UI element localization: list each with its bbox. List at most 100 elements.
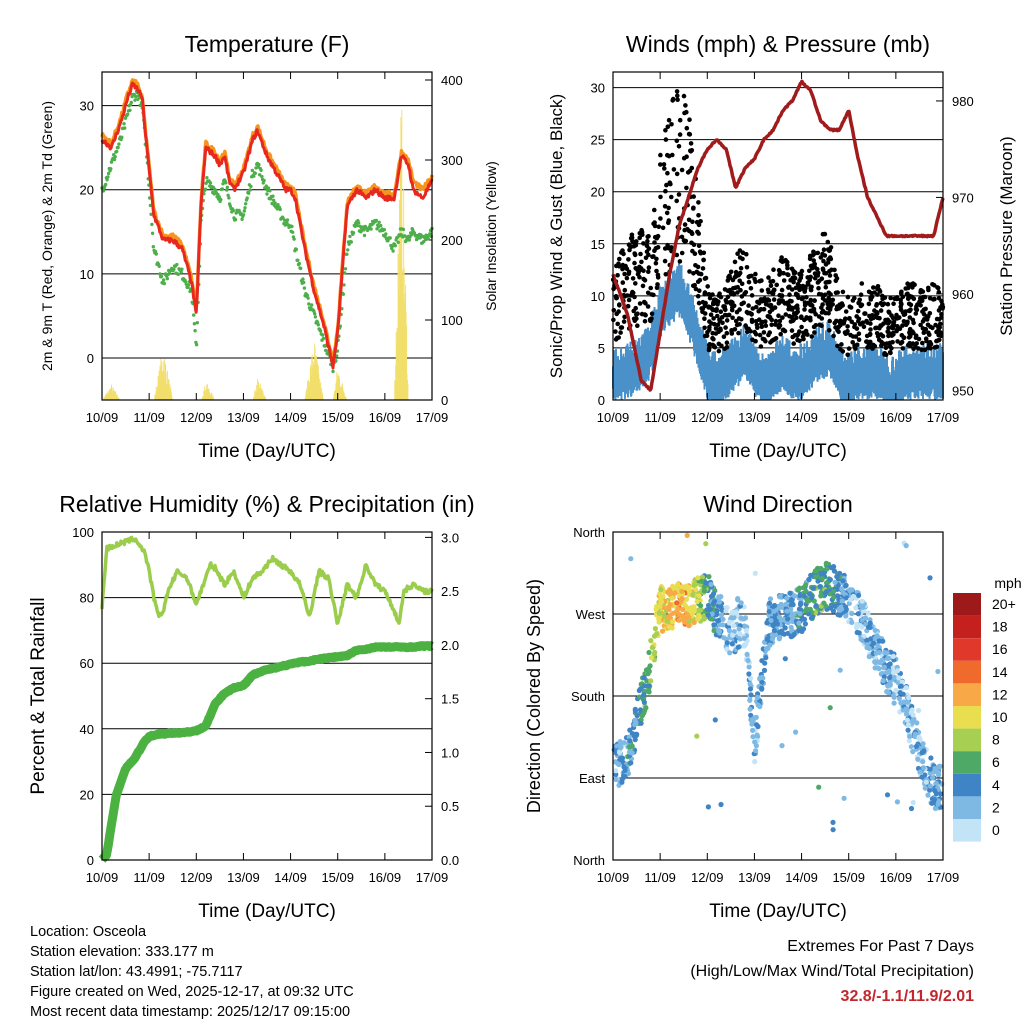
gust-point [826, 290, 832, 296]
humidity-y2tick-label: 0.0 [441, 853, 459, 868]
gust-point [681, 93, 687, 99]
gust-point [801, 336, 806, 342]
direction-point [618, 755, 624, 762]
direction-point [757, 703, 763, 710]
gust-point [716, 348, 722, 354]
temperature-xtick-label: 11/09 [133, 410, 165, 425]
legend-label: 4 [992, 777, 1000, 793]
gust-point [692, 282, 697, 288]
location-text: Location: Osceola [30, 924, 147, 940]
direction-point [898, 700, 904, 706]
direction-point [691, 582, 697, 588]
gust-point [930, 282, 935, 287]
gust-point [620, 262, 626, 268]
gust-point [924, 314, 930, 319]
direction-point [896, 695, 903, 702]
dewpoint-point [374, 218, 378, 223]
gust-point [705, 284, 710, 289]
humidity-xtick-label: 11/09 [133, 870, 165, 885]
direction-point [646, 683, 652, 689]
direction-point [626, 744, 633, 750]
gust-point [730, 305, 735, 310]
direction-point [701, 614, 707, 621]
gust-point [886, 329, 891, 335]
humidity-xtick-label: 14/09 [274, 870, 307, 885]
dewpoint-point [260, 174, 264, 179]
humidity-xtick-label: 13/09 [227, 870, 260, 885]
gust-point [828, 298, 834, 303]
direction-point [791, 593, 798, 599]
gust-point [614, 295, 619, 301]
direction-ytick-label: East [579, 771, 605, 786]
humidity-frame [101, 531, 433, 861]
gust-point [702, 316, 707, 322]
direction-point [705, 602, 712, 609]
direction-point [887, 680, 893, 686]
dewpoint-point [128, 108, 132, 113]
gust-point [696, 300, 702, 306]
gust-point [643, 255, 649, 261]
gust-point [797, 278, 802, 283]
gust-point [674, 89, 680, 94]
dewpoint-point [225, 185, 230, 189]
direction-point [837, 612, 843, 618]
direction-point [828, 565, 835, 571]
gust-point [815, 266, 820, 272]
speed-legend: mph 20+ 18 16 14 12 10 8 6 4 2 0 [953, 575, 1022, 842]
direction-point [724, 646, 730, 652]
gust-point [932, 296, 937, 302]
direction-point [815, 578, 821, 584]
direction-point [801, 593, 807, 599]
direction-point [906, 695, 912, 701]
gust-point [907, 315, 913, 320]
direction-point [809, 595, 815, 601]
gust-point [835, 343, 840, 349]
gust-point [839, 342, 844, 347]
direction-point [616, 749, 623, 756]
direction-point [887, 661, 893, 667]
gust-point [682, 238, 687, 244]
gust-point [885, 301, 891, 307]
gust-point [662, 204, 668, 209]
direction-point [855, 611, 861, 617]
direction-point [908, 805, 915, 812]
gust-point [758, 344, 764, 349]
direction-point [920, 741, 926, 747]
dewpoint-point [257, 162, 261, 167]
direction-point [887, 675, 893, 681]
winds-xtick-label: 17/09 [927, 410, 960, 425]
gust-point [777, 269, 783, 274]
gust-point [918, 303, 923, 308]
direction-point [746, 671, 752, 677]
direction-point [890, 653, 896, 660]
dewpoint-point [227, 196, 231, 200]
direction-point [843, 613, 849, 619]
gust-point [664, 182, 669, 188]
temperature-ytick-label: 20 [80, 183, 94, 198]
direction-point [874, 633, 880, 639]
gust-point [622, 314, 627, 320]
dewpoint-point [264, 184, 268, 188]
gust-point [748, 286, 754, 291]
direction-point [933, 780, 939, 787]
gust-point [846, 346, 852, 351]
gust-point [843, 309, 849, 314]
direction-ylabel: Direction (Colored By Speed) [524, 579, 544, 813]
legend-swatch [953, 615, 981, 639]
direction-point [936, 764, 942, 770]
gust-point [827, 279, 832, 285]
humidity-title: Relative Humidity (%) & Precipitation (i… [59, 491, 474, 517]
direction-point [710, 601, 717, 607]
gust-point [835, 290, 840, 295]
gust-point [723, 307, 728, 313]
gust-point [625, 303, 631, 309]
legend-swatch [953, 796, 981, 819]
direction-point [830, 819, 836, 826]
direction-point [766, 600, 773, 606]
extremes-box: Extremes For Past 7 Days (High/Low/Max W… [690, 934, 974, 1009]
gust-point [664, 210, 670, 216]
direction-point [907, 733, 913, 740]
direction-point [798, 600, 804, 606]
humidity-y2tick-label: 0.5 [441, 799, 459, 814]
legend-swatch [953, 751, 981, 774]
